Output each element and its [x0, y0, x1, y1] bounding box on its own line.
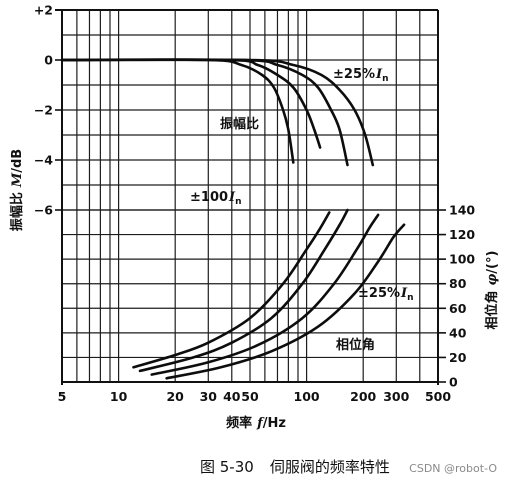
phase-curve-4	[165, 223, 406, 380]
y-axis-right-label: 相位角 φ/(°)	[484, 251, 500, 330]
figure-title: 伺服阀的频率特性	[270, 458, 390, 476]
magnitude-current-annotation: ±25%In	[333, 67, 389, 84]
grid	[61, 9, 439, 383]
y-left-label-unit: /dB	[10, 149, 25, 173]
y-left-tick-label: −4	[34, 153, 53, 168]
annotation-subscript: n	[382, 74, 388, 84]
y-right-tick-label: 140	[449, 203, 475, 218]
phase-curve-2	[138, 208, 349, 373]
watermark: CSDN @robot-O	[409, 462, 497, 475]
y-left-label-text: 振幅比	[9, 192, 25, 231]
y-left-label-symbol: M	[10, 172, 25, 188]
y-right-tick-label: 0	[449, 375, 458, 390]
x-axis-label-unit: /Hz	[263, 416, 286, 431]
x-tick-label: 20	[166, 389, 184, 404]
x-axis-label: 频率 f/Hz	[226, 415, 286, 431]
y-right-tick-label: 40	[449, 325, 467, 340]
phase-title-annotation: 相位角	[336, 337, 375, 353]
curves	[60, 58, 406, 380]
y-left-tick-label: 0	[44, 53, 53, 68]
annotation-prefix: ±100	[190, 190, 228, 205]
annotation-symbol: I	[400, 286, 408, 301]
x-tick-label: 5	[58, 389, 67, 404]
x-tick-label: 100	[294, 389, 320, 404]
magnitude-curve-4	[60, 58, 375, 167]
annotation-prefix: ±25%	[333, 67, 375, 82]
x-tick-label: 200	[350, 389, 376, 404]
annotation-symbol: I	[228, 190, 236, 205]
x-tick-label: 500	[425, 389, 451, 404]
x-tick-label: 10	[110, 389, 128, 404]
figure-caption: 图 5-30 伺服阀的频率特性	[200, 458, 390, 476]
annotation-subscript: n	[407, 293, 413, 303]
y-right-label-symbol: φ	[485, 273, 500, 285]
x-tick-label: 30	[200, 389, 218, 404]
annotation-prefix: ±25%	[358, 286, 400, 301]
figure-number: 图 5-30	[200, 458, 254, 476]
annotation-symbol: I	[375, 67, 383, 82]
magnitude-curve-1	[60, 58, 295, 164]
x-axis-label-text: 频率	[226, 415, 252, 431]
axes-frame	[55, 9, 439, 385]
magnitude-curve-3	[60, 58, 349, 167]
annotation-subscript: n	[235, 197, 241, 207]
y-right-label-text: 相位角	[484, 290, 500, 329]
y-axis-left-label: 振幅比 M/dB	[9, 149, 25, 231]
x-tick-label: 300	[383, 389, 409, 404]
y-left-tick-label: −2	[34, 103, 53, 118]
phase-curve-1	[132, 211, 331, 369]
x-tick-label: 50	[241, 389, 259, 404]
y-left-tick-label: +2	[34, 3, 53, 18]
y-left-tick-label: −6	[34, 203, 53, 218]
y-right-tick-label: 20	[449, 350, 467, 365]
current-100-annotation: ±100In	[190, 190, 242, 207]
y-right-tick-label: 80	[449, 276, 467, 291]
y-right-tick-label: 100	[449, 252, 475, 267]
x-axis-label-symbol: f	[256, 416, 265, 431]
x-tick-label: 40	[223, 389, 241, 404]
magnitude-title-annotation: 振幅比	[220, 116, 259, 132]
y-right-tick-label: 120	[449, 227, 475, 242]
y-right-label-unit: /(°)	[485, 251, 500, 274]
y-right-tick-label: 60	[449, 301, 467, 316]
phase-current-annotation: ±25%In	[358, 286, 414, 303]
phase-curve-3	[150, 213, 380, 376]
tick-labels: 5 10 20 30 40 50 100 200 300 500+20−2−4−6 14012010…	[34, 3, 476, 405]
